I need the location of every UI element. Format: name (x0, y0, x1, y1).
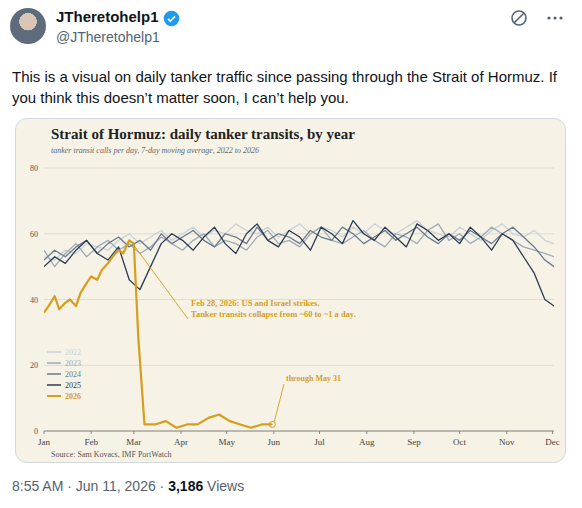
badge-circle (163, 11, 179, 27)
timestamp[interactable]: 8:55 AM · Jun 11, 2026 · (12, 478, 164, 494)
x-tick-label: Nov (499, 437, 515, 447)
grid-line (44, 168, 554, 169)
header-icons (505, 8, 575, 28)
x-tick (226, 431, 227, 434)
y-tick-label: 40 (30, 296, 38, 305)
legend: 2022 2023 2024 2025 2026 (47, 348, 81, 401)
x-tick-label: Oct (453, 437, 466, 447)
x-tick (181, 431, 182, 434)
end-marker (269, 421, 275, 427)
legend-label: 2024 (65, 370, 81, 379)
annotation-text: Tanker transits collapse from ~60 to ~1 … (191, 309, 356, 319)
x-tick (506, 431, 507, 434)
x-tick (552, 431, 553, 434)
grid-line (44, 365, 554, 366)
y-tick-label: 80 (30, 164, 38, 173)
legend-swatch (47, 362, 61, 364)
x-tick-label: Feb (84, 437, 98, 447)
y-tick-label: 20 (30, 361, 38, 370)
x-tick (459, 431, 460, 434)
x-tick-label: Apr (174, 437, 188, 447)
annotation-leader (132, 242, 188, 319)
more-dot[interactable] (559, 16, 562, 19)
legend-swatch (47, 395, 61, 397)
x-tick-label: Dec (545, 437, 560, 447)
x-tick-label: Jan (38, 437, 50, 447)
grid-line (44, 431, 554, 432)
annotation-text: Feb 28, 2026: US and Israel strikes. (191, 298, 319, 308)
icon-slash (514, 13, 524, 23)
legend-label: 2022 (65, 348, 81, 357)
more-dot[interactable] (547, 16, 550, 19)
x-tick (91, 431, 92, 434)
tweet-text: This is a visual on daily tanker traffic… (12, 66, 568, 108)
chart-subtitle: tanker transit calls per day, 7-day movi… (51, 146, 259, 155)
x-tick-label: Aug (359, 437, 375, 447)
annotation-text: through May 31 (286, 374, 341, 383)
x-tick-label: Sep (407, 437, 421, 447)
x-tick-label: Jun (268, 437, 281, 447)
legend-label: 2025 (65, 381, 81, 390)
x-tick (366, 431, 367, 434)
verified-badge (163, 10, 180, 27)
x-tick (133, 431, 134, 434)
chart-source: Source: Sam Kovacs, IMF PortWatch (51, 450, 171, 459)
x-tick-label: May (218, 437, 235, 447)
view-count: 3,186 (168, 478, 203, 494)
chart-title: Strait of Hormuz: daily tanker transits,… (51, 126, 355, 142)
x-tick-label: Mar (126, 437, 141, 447)
legend-swatch (47, 373, 61, 375)
legend-swatch (47, 384, 61, 386)
series-line (44, 221, 554, 306)
x-tick (273, 431, 274, 434)
y-tick-label: 0 (34, 427, 38, 436)
x-axis-line (44, 431, 554, 432)
series-line (44, 224, 554, 267)
icon-ring[interactable] (512, 11, 526, 25)
lines (44, 221, 554, 428)
series-line (44, 240, 272, 427)
badge-check (167, 16, 174, 21)
views-label: Views (207, 478, 244, 494)
y-tick-label: 60 (30, 230, 38, 239)
x-tick (319, 431, 320, 434)
x-tick (44, 431, 45, 434)
legend-label: 2026 (65, 392, 81, 401)
x-tick (413, 431, 414, 434)
legend-label: 2023 (65, 359, 81, 368)
handle[interactable]: @JTheretohelp1 (56, 29, 160, 45)
legend-swatch (47, 351, 61, 353)
display-name[interactable]: JTheretohelp1 (56, 8, 159, 25)
more-dot[interactable] (553, 16, 556, 19)
avatar[interactable] (10, 8, 46, 44)
chart-card: Strait of Hormuz: daily tanker transits,… (15, 118, 566, 463)
chart: Strait of Hormuz: daily tanker transits,… (16, 119, 565, 462)
annotation-leader (274, 384, 284, 421)
x-tick-label: Jul (314, 437, 325, 447)
footer: 8:55 AM · Jun 11, 2026 · 3,186 Views (12, 478, 244, 494)
